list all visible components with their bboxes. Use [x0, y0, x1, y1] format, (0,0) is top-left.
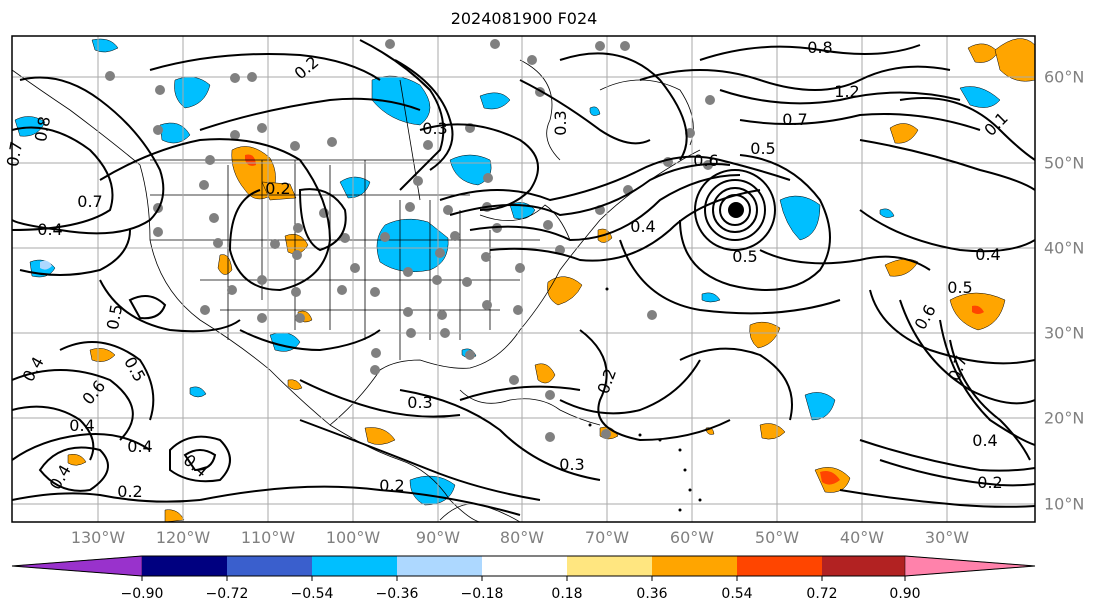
colorbar-tick-label: −0.90 — [120, 586, 164, 602]
latitude-label: 20°N — [1044, 408, 1085, 428]
colorbar-tick-label: −0.54 — [290, 586, 334, 602]
contour-label: 0.4 — [630, 217, 655, 236]
coastlines — [12, 59, 701, 522]
contour-label: 0.2 — [379, 476, 404, 495]
longitude-label: 80°W — [499, 528, 545, 547]
longitude-label: 60°W — [669, 528, 715, 547]
contour-label: 0.2 — [265, 179, 290, 198]
colorbar-tick-label: 0.54 — [721, 586, 753, 602]
contour-label: 0.4 — [972, 431, 997, 450]
map-title: 2024081900 F024 — [450, 9, 598, 28]
latitude-label: 10°N — [1044, 494, 1085, 514]
longitude-label: 120°W — [155, 528, 211, 547]
contour-label: 0.8 — [31, 115, 54, 143]
contour-label: 0.5 — [750, 139, 775, 158]
contour-label: 0.1 — [980, 108, 1011, 139]
contour-label: 0.4 — [19, 353, 48, 385]
storm-center-marker — [728, 202, 744, 218]
contour-label: 0.4 — [69, 416, 94, 435]
contour-label: 0.7 — [77, 192, 102, 211]
longitude-label: 100°W — [325, 528, 381, 547]
contour-label: 0.2 — [594, 366, 621, 396]
colorbar-tick-label: 0.72 — [806, 586, 838, 602]
longitude-label: 30°W — [924, 528, 970, 547]
contour-label: 0.4 — [46, 461, 75, 493]
contour-label: 0.4 — [975, 245, 1000, 264]
longitude-label: 90°W — [415, 528, 461, 547]
longitude-label: 70°W — [584, 528, 630, 547]
contour-label: 0.7 — [782, 110, 807, 129]
latitude-label: 30°N — [1044, 323, 1085, 343]
longitude-label: 130°W — [70, 528, 126, 547]
contour-label: 0.7 — [945, 353, 972, 383]
colorbar-tick-label: 0.36 — [636, 586, 668, 602]
colorbar-tick-label: −0.72 — [205, 586, 249, 602]
island-markers — [588, 287, 702, 512]
contour-label: 0.6 — [693, 151, 718, 170]
contour-label: 0.5 — [732, 247, 757, 266]
latitude-label: 40°N — [1044, 238, 1085, 258]
contour-label: 0.5 — [947, 278, 972, 297]
contour-label: 0.3 — [422, 119, 447, 138]
contour-label: 0.3 — [407, 393, 432, 412]
colorbar-tick-label: 0.18 — [551, 586, 583, 602]
contour-label: 0.6 — [78, 377, 109, 409]
latitude-label: 60°N — [1044, 67, 1085, 87]
longitude-label: 110°W — [240, 528, 296, 547]
contour-lines — [12, 39, 1035, 516]
contour-label: 0.3 — [551, 110, 570, 135]
contour-label: 0.3 — [559, 455, 584, 474]
contour-label: 0.4 — [127, 437, 152, 456]
contour-label: 0.2 — [977, 473, 1002, 492]
colorbar-tick-label: −0.36 — [375, 586, 419, 602]
colorbar-tick-label: 0.90 — [889, 586, 921, 602]
negative-shading — [14, 38, 1001, 506]
latitude-label: 50°N — [1044, 153, 1085, 173]
colorbar-tick-label: −0.18 — [460, 586, 504, 602]
contour-label: 0.2 — [117, 482, 142, 501]
contour-label: 0.5 — [120, 353, 149, 385]
contour-label: 1.2 — [834, 82, 859, 101]
longitude-label: 40°W — [839, 528, 885, 547]
contour-label: 0.8 — [807, 38, 832, 57]
longitude-label: 50°W — [754, 528, 800, 547]
contour-label: 0.4 — [37, 220, 62, 239]
contour-label-group: 0.2 0.2 0.7 0.4 0.5 0.3 0.3 0.4 0.5 0.6 … — [3, 38, 1012, 501]
contour-label: 0.7 — [3, 140, 26, 168]
contour-label: 0.5 — [103, 303, 126, 331]
contour-label: 0.6 — [911, 301, 940, 333]
